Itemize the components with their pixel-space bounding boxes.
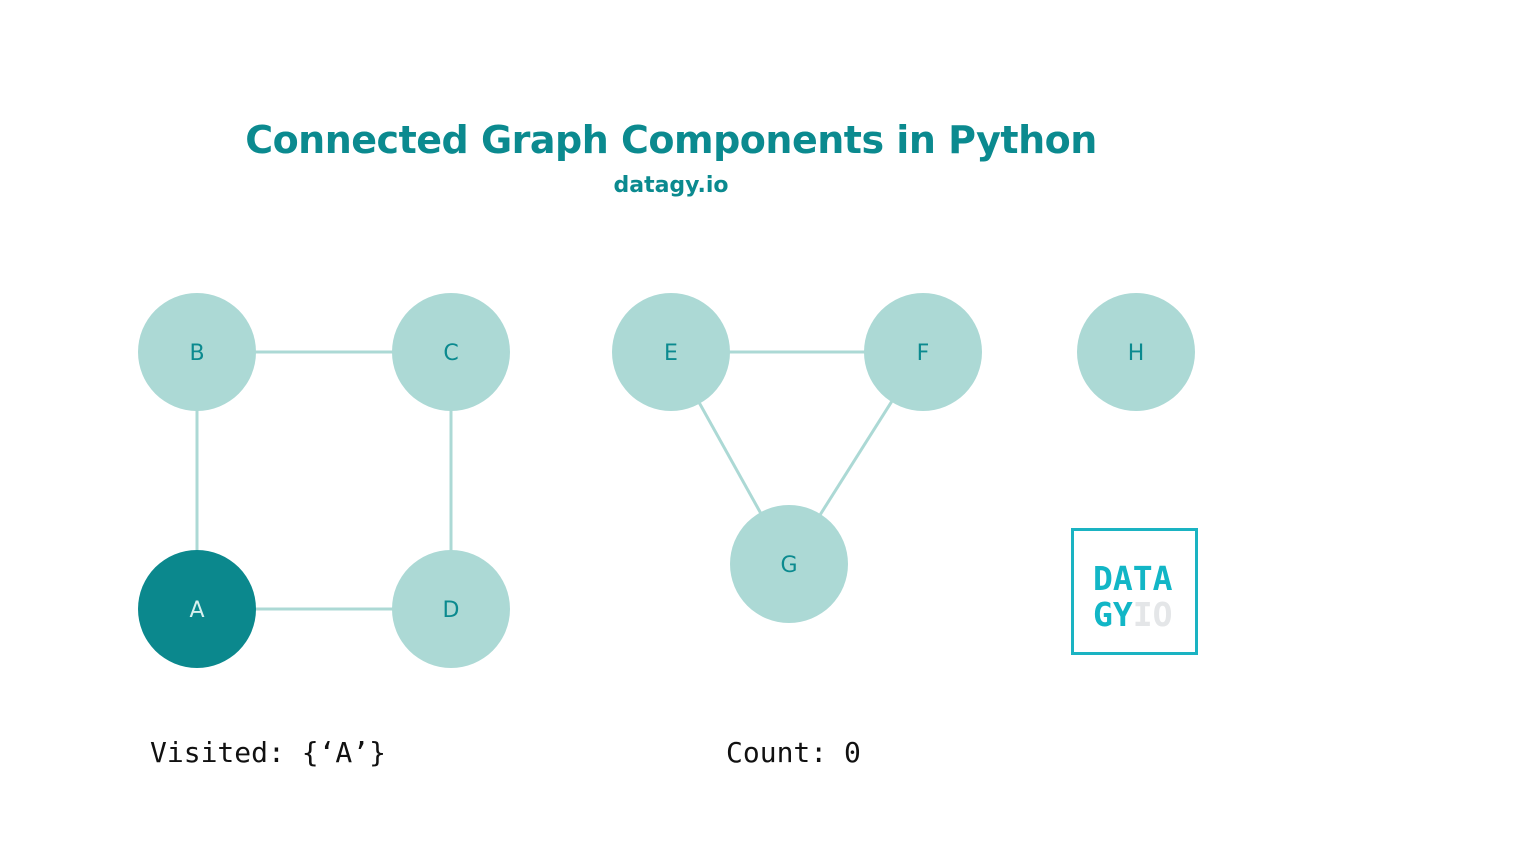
datagy-logo: DATA GYIO: [1071, 528, 1198, 655]
node-circle-c: [392, 293, 510, 411]
node-label-b: B: [189, 341, 204, 366]
node-label-f: F: [917, 341, 930, 366]
logo-line-1: DATA: [1093, 559, 1173, 598]
node-f: F: [864, 293, 982, 411]
node-label-d: D: [443, 598, 460, 623]
node-label-h: H: [1128, 341, 1145, 366]
node-circle-h: [1077, 293, 1195, 411]
node-circle-e: [612, 293, 730, 411]
visited-readout: Visited: {‘A’}: [150, 736, 387, 769]
node-g: G: [730, 505, 848, 623]
node-circle-d: [392, 550, 510, 668]
node-circle-g: [730, 505, 848, 623]
node-a: A: [138, 550, 256, 668]
node-d: D: [392, 550, 510, 668]
node-label-c: C: [443, 341, 458, 366]
node-h: H: [1077, 293, 1195, 411]
graph-nodes: A B C D E F G H: [138, 293, 1195, 668]
logo-line-2a: GY: [1093, 595, 1133, 634]
node-e: E: [612, 293, 730, 411]
node-label-e: E: [664, 341, 678, 366]
node-label-a: A: [189, 598, 204, 623]
node-circle-f: [864, 293, 982, 411]
logo-line-2b: IO: [1132, 595, 1173, 634]
node-label-g: G: [780, 553, 797, 578]
node-b: B: [138, 293, 256, 411]
node-circle-b: [138, 293, 256, 411]
node-circle-a: [138, 550, 256, 668]
page-title: Connected Graph Components in Python: [245, 118, 1097, 162]
page-subtitle: datagy.io: [613, 173, 729, 198]
node-c: C: [392, 293, 510, 411]
count-readout: Count: 0: [726, 736, 861, 769]
